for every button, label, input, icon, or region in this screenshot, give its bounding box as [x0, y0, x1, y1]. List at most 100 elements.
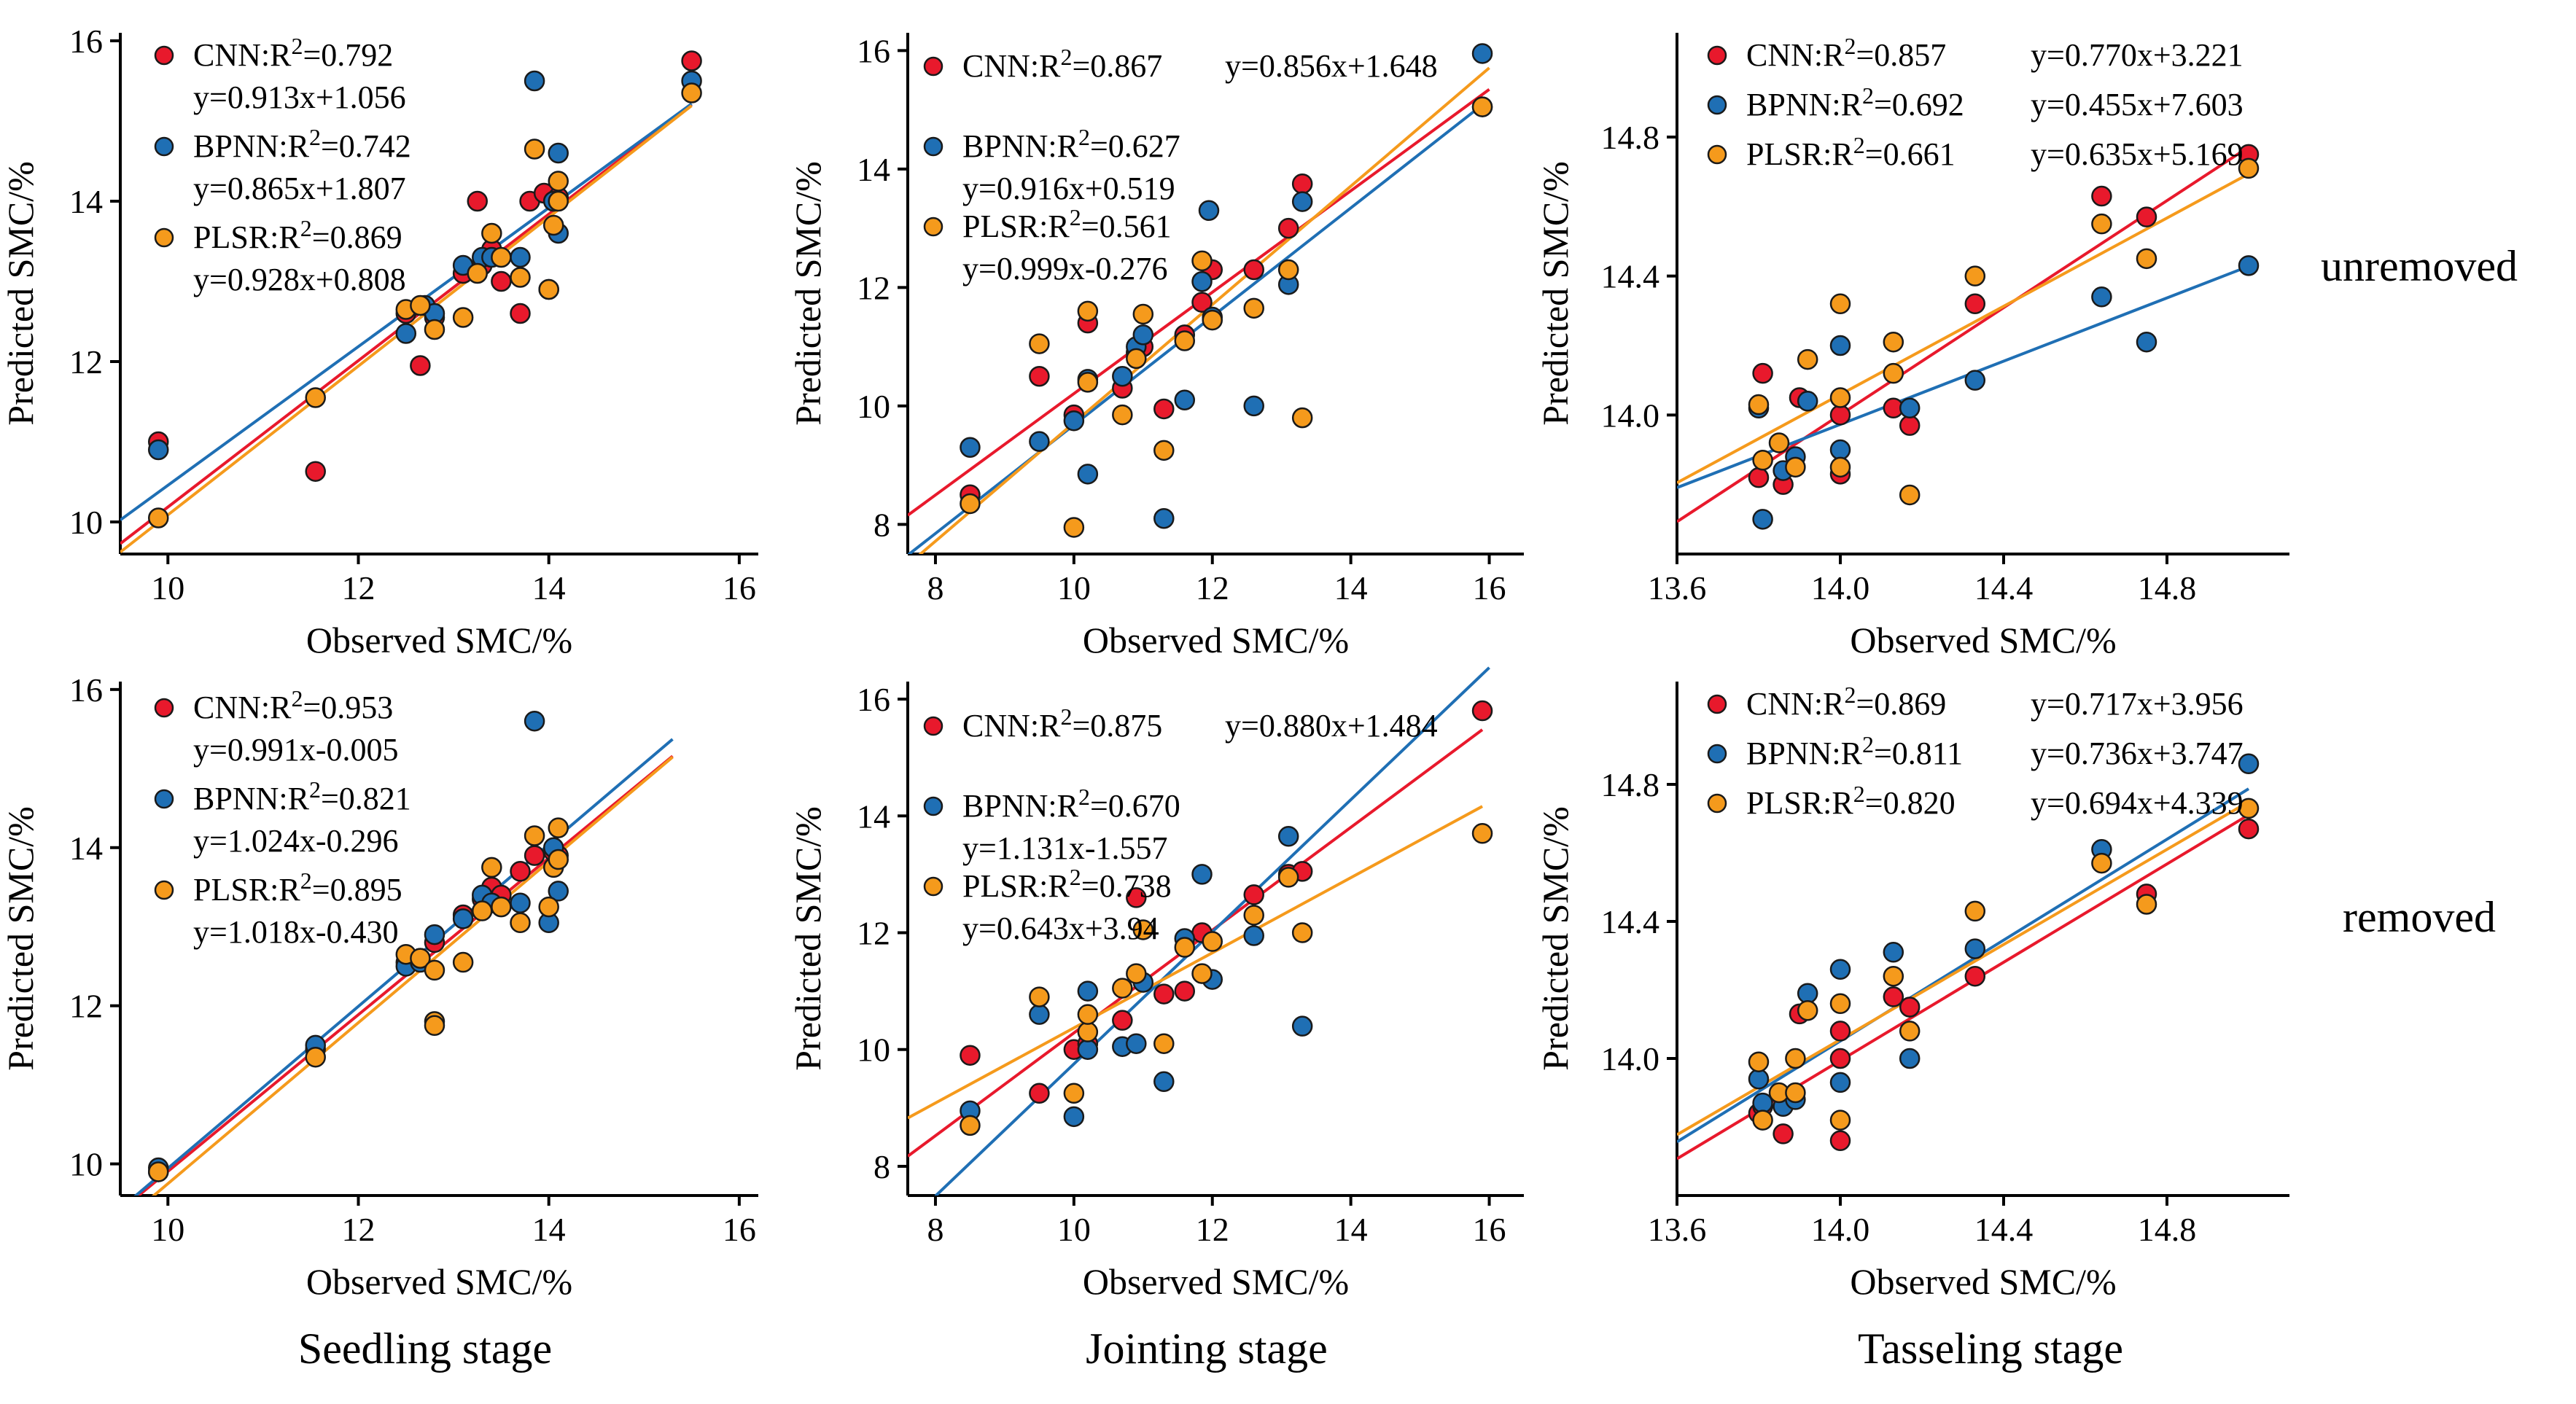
- point-cnn: [1243, 884, 1264, 905]
- point-plsr: [2238, 157, 2260, 179]
- y-tick-label: 14: [857, 151, 890, 188]
- point-cnn: [305, 461, 326, 482]
- point-plsr: [1243, 297, 1264, 319]
- panel-seedling-unremoved: 10 12 14 16 10 12 14 16 Observed SMC/% Predicted …: [0, 23, 758, 660]
- y-axis-title: Predicted SMC/%: [787, 806, 828, 1070]
- point-plsr: [1471, 823, 1493, 844]
- point-plsr: [305, 387, 326, 408]
- point-plsr: [1112, 978, 1133, 999]
- point-plsr: [1829, 293, 1851, 315]
- legend-r2-cnn: CNN:R2=0.792: [193, 33, 393, 73]
- x-axis-title: Observed SMC/%: [306, 620, 572, 660]
- point-plsr: [481, 857, 502, 878]
- point-plsr: [538, 278, 559, 300]
- y-axis-title: Predicted SMC/%: [0, 161, 41, 425]
- point-plsr: [1748, 1051, 1770, 1072]
- point-plsr: [452, 307, 474, 328]
- point-plsr: [1748, 394, 1770, 416]
- y-tick-label: 16: [857, 32, 890, 69]
- legend-marker-bpnn: [1707, 744, 1727, 764]
- legend-r2-plsr: PLSR:R2=0.869: [193, 215, 402, 255]
- point-bpnn: [147, 439, 169, 461]
- legend-equation-plsr: y=0.928x+0.808: [193, 262, 406, 297]
- panel-jointing-removed: 8 10 12 14 16 8 10 12 14 16 Observed SMC/% Predicte…: [787, 666, 1524, 1302]
- y-tick-label: 10: [857, 388, 890, 425]
- point-plsr: [1829, 1109, 1851, 1131]
- fit-line-plsr: [908, 805, 1483, 1120]
- y-tick-label: 10: [69, 504, 103, 541]
- point-cnn: [2091, 185, 2112, 207]
- legend-equation-bpnn: y=1.024x-0.296: [193, 823, 398, 859]
- point-plsr: [1063, 517, 1085, 538]
- legend-equation-bpnn: y=0.455x+7.603: [2031, 87, 2244, 122]
- legend-r2-cnn: CNN:R2=0.869: [1746, 682, 1946, 722]
- legend-equation-plsr: y=0.999x-0.276: [962, 251, 1167, 286]
- y-tick-label: 14.8: [1601, 119, 1660, 156]
- y-tick-label: 16: [69, 671, 103, 709]
- point-cnn: [1112, 1010, 1133, 1031]
- point-plsr: [481, 222, 502, 244]
- point-bpnn: [1153, 1071, 1175, 1093]
- point-bpnn: [1191, 271, 1213, 292]
- point-plsr: [2238, 797, 2260, 819]
- y-tick-label: 8: [873, 1148, 890, 1185]
- point-plsr: [1077, 1004, 1099, 1025]
- x-tick-label: 8: [927, 569, 943, 607]
- legend-r2-plsr: PLSR:R2=0.561: [962, 204, 1172, 244]
- point-plsr: [2136, 894, 2157, 915]
- x-tick-label: 10: [151, 569, 184, 607]
- point-plsr: [424, 959, 445, 981]
- point-plsr: [1191, 250, 1213, 272]
- point-bpnn: [1291, 191, 1313, 212]
- point-plsr: [524, 825, 545, 846]
- legend-r2-bpnn: BPNN:R2=0.627: [962, 124, 1180, 164]
- point-plsr: [1829, 387, 1851, 408]
- point-bpnn: [1797, 391, 1818, 412]
- panel-seedling-removed: 10 12 14 16 10 12 14 16 Observed SMC/% Predicted …: [0, 671, 758, 1302]
- point-bpnn: [548, 142, 569, 164]
- legend-r2-bpnn: BPNN:R2=0.692: [1746, 82, 1964, 122]
- point-plsr: [510, 912, 531, 934]
- panel-tasseling-removed: 13.6 14.0 14.4 14.8 14.0 14.4 14.8 Observed SMC…: [1535, 682, 2289, 1302]
- point-plsr: [2091, 852, 2112, 874]
- legend-marker-cnn: [923, 56, 943, 77]
- x-tick-label: 8: [927, 1211, 943, 1248]
- column-label: Tasseling stage: [1858, 1325, 2123, 1373]
- point-plsr: [2091, 213, 2112, 235]
- point-bpnn: [524, 70, 545, 92]
- legend-r2-plsr: PLSR:R2=0.738: [962, 864, 1172, 904]
- legend-marker-cnn: [1707, 45, 1727, 66]
- point-plsr: [1243, 905, 1264, 926]
- point-plsr: [147, 1161, 169, 1182]
- y-axis-title: Predicted SMC/%: [787, 161, 828, 425]
- point-plsr: [1029, 333, 1050, 354]
- y-tick-label: 12: [69, 343, 103, 381]
- legend-equation-bpnn: y=1.131x-1.557: [962, 830, 1167, 866]
- y-tick-label: 16: [857, 681, 890, 718]
- point-bpnn: [1471, 43, 1493, 64]
- point-plsr: [1174, 330, 1196, 351]
- x-tick-label: 13.6: [1648, 1211, 1707, 1248]
- point-cnn: [1029, 1083, 1050, 1104]
- legend-equation-cnn: y=0.717x+3.956: [2031, 686, 2244, 722]
- point-bpnn: [960, 437, 981, 458]
- legend-marker-bpnn: [1707, 95, 1727, 115]
- y-tick-label: 12: [69, 988, 103, 1025]
- legend-equation-cnn: y=0.880x+1.484: [1225, 708, 1438, 744]
- point-bpnn: [1829, 1072, 1851, 1093]
- x-axis-title: Observed SMC/%: [1850, 620, 2116, 660]
- point-cnn: [960, 1045, 981, 1066]
- legend-equation-bpnn: y=0.865x+1.807: [193, 171, 406, 206]
- point-bpnn: [1829, 959, 1851, 980]
- y-axis-title: Predicted SMC/%: [0, 806, 41, 1070]
- legend-r2-bpnn: BPNN:R2=0.742: [193, 124, 411, 164]
- legend-marker-plsr: [1707, 793, 1727, 814]
- y-tick-label: 14.0: [1601, 1040, 1660, 1077]
- legend-marker-plsr: [923, 876, 943, 897]
- point-plsr: [1077, 300, 1099, 322]
- legend-marker-plsr: [154, 880, 174, 900]
- point-bpnn: [395, 323, 417, 344]
- point-plsr: [491, 896, 512, 918]
- point-plsr: [681, 82, 702, 104]
- point-bpnn: [2136, 331, 2157, 353]
